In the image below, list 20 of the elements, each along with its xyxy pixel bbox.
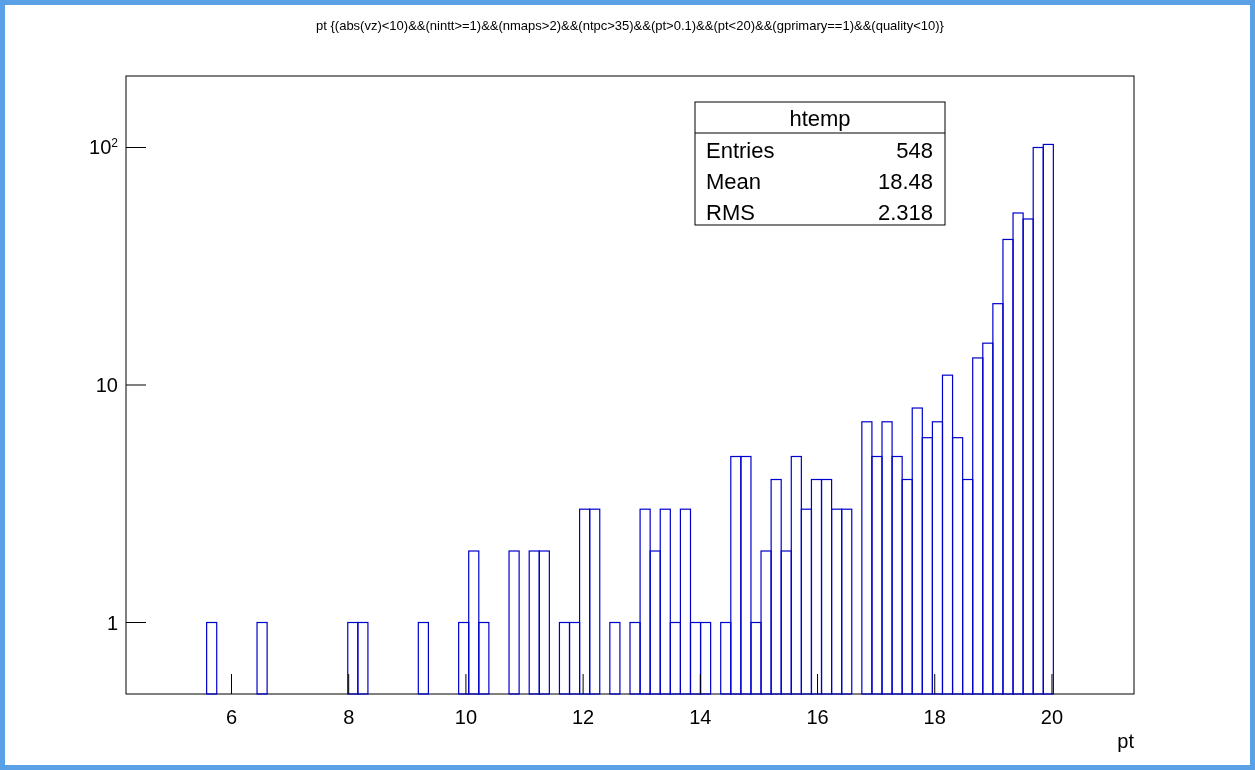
- x-tick-label: 6: [225, 706, 238, 728]
- annotation: 2.318: [877, 200, 933, 225]
- x-tick-label: 10: [454, 706, 478, 728]
- x-tick-label: 16: [806, 706, 829, 728]
- annotation: 548: [896, 138, 933, 163]
- x-tick-label: 12: [571, 706, 595, 728]
- x-tick-label: 20: [1040, 706, 1064, 728]
- annotation: Entries: [706, 138, 775, 163]
- x-tick-label: 8: [343, 706, 355, 728]
- chart-title: pt {(abs(vz)<10)&&(nintt>=1)&&(nmaps>2)&&(ntpc>35)&&(pt>0.1)&&(pt<20)&&(gprimary==1)&&(quality<10)}: [316, 18, 945, 33]
- annotation: htemp: [789, 106, 851, 131]
- annotation: 18.48: [877, 169, 933, 194]
- annotation: Mean: [706, 169, 762, 194]
- annotation: RMS: [706, 200, 755, 225]
- x-tick-label: 18: [923, 706, 946, 728]
- x-tick-label: 14: [689, 706, 712, 728]
- y-tick-label: 10$^{2}$: [89, 136, 119, 159]
- x-axis-title: pt: [1117, 730, 1135, 752]
- y-tick-label: 1: [106, 611, 118, 634]
- y-tick-label: 10: [95, 374, 118, 396]
